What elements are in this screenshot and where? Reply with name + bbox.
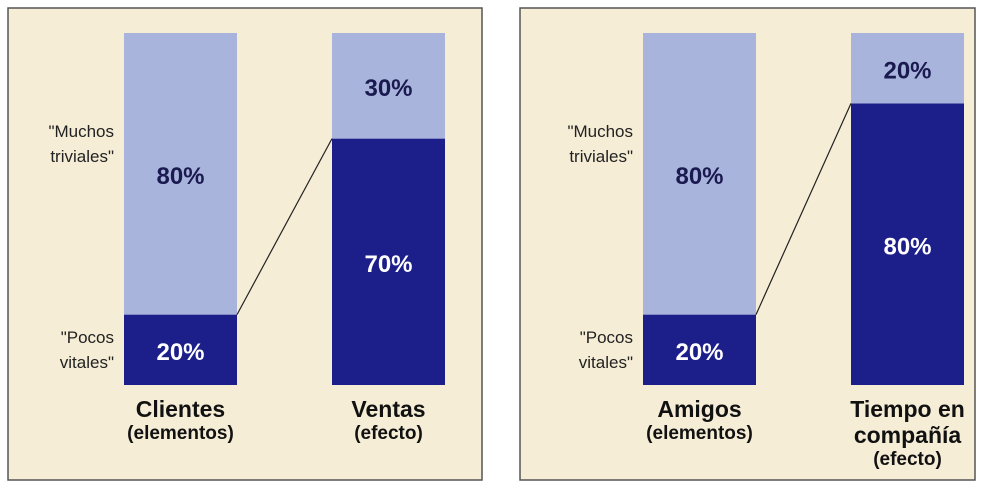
- bar-segment: [851, 103, 964, 386]
- series-label: "Pocos vitales": [59, 327, 114, 372]
- series-label: "Pocos vitales": [578, 327, 633, 372]
- value-label: 70%: [364, 251, 412, 278]
- value-label: 30%: [364, 75, 412, 102]
- category-note: (elementos): [646, 423, 753, 444]
- series-label: "Muchos triviales": [567, 122, 633, 166]
- value-label: 80%: [156, 163, 204, 190]
- category-label: Tiempo en compañía: [850, 396, 965, 448]
- category-label: Clientes: [135, 396, 226, 422]
- bar-segment: [332, 138, 445, 385]
- category-note: (efecto): [873, 449, 942, 470]
- bar-segment: [332, 33, 445, 139]
- category-label: Amigos: [657, 396, 742, 422]
- bar-segment: [124, 33, 237, 315]
- value-label: 20%: [156, 339, 204, 366]
- value-label: 20%: [675, 339, 723, 366]
- category-note: (elementos): [127, 423, 234, 444]
- value-label: 20%: [883, 58, 931, 85]
- category-note: (efecto): [354, 423, 423, 444]
- connector: [236, 138, 333, 315]
- series-label: "Muchos triviales": [48, 122, 114, 166]
- bar-segment: [851, 33, 964, 104]
- bar-segment: [643, 33, 756, 315]
- connector: [755, 103, 852, 315]
- category-label: Ventas: [351, 396, 426, 422]
- value-label: 80%: [675, 163, 723, 190]
- bar-segment: [124, 314, 237, 385]
- value-label: 80%: [883, 234, 931, 261]
- bar-segment: [643, 314, 756, 385]
